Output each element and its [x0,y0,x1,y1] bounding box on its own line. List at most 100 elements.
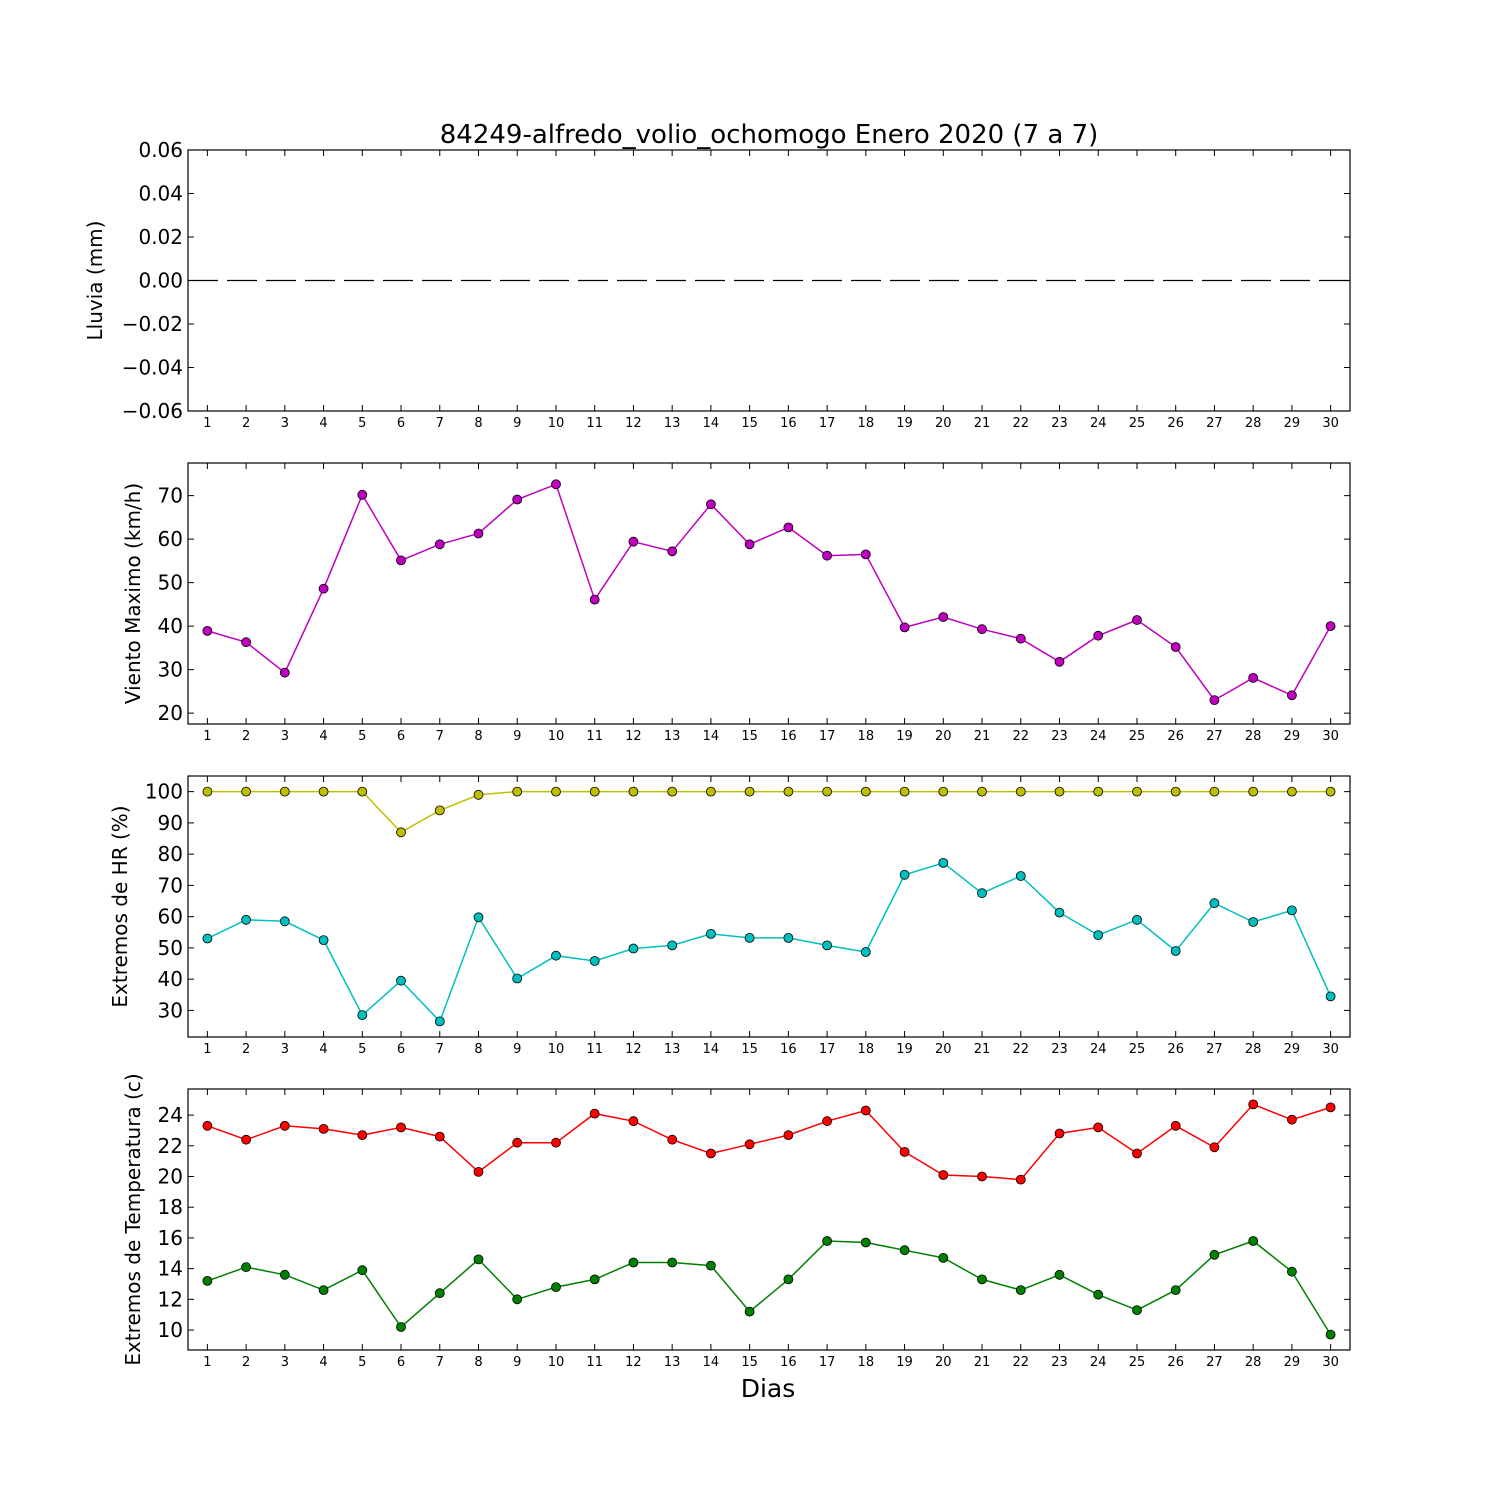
data-point [667,1257,678,1268]
x-tick-label: 15 [741,1042,758,1057]
data-point [1325,786,1336,797]
y-tick-label: 24 [158,1103,183,1127]
x-tick-label: 30 [1322,1042,1339,1057]
data-point [1325,991,1336,1002]
data-point [667,940,678,951]
x-tick-label: 8 [474,1042,482,1057]
data-point [434,1016,445,1027]
x-tick-label: 2 [242,416,250,431]
data-point [551,950,561,961]
data-point [1054,656,1065,667]
x-tick-label: 14 [703,1355,720,1370]
figure-title: 84249-alfredo_volio_ochomogo Enero 2020 … [440,120,1099,150]
data-point [551,1137,561,1148]
data-point [860,1237,871,1248]
x-tick-label: 12 [625,416,642,431]
x-tick-label: 7 [436,416,444,431]
data-point [396,1122,406,1133]
data-point [1287,1266,1297,1277]
data-point [1054,786,1065,797]
y-tick-label: 30 [158,998,183,1022]
x-tick-label: 26 [1167,416,1184,431]
x-tick-label: 28 [1245,416,1262,431]
x-tick-label: 16 [780,729,797,744]
x-tick-label: 7 [436,1042,444,1057]
x-tick-label: 18 [858,416,875,431]
x-tick-label: 3 [281,1042,289,1057]
data-point [551,1282,561,1292]
plot-frame [187,1088,1351,1351]
data-point [1132,615,1142,625]
x-tick-label: 17 [819,1042,836,1057]
x-tick-label: 19 [896,1042,913,1057]
x-tick-label: 30 [1322,729,1339,744]
data-point [551,479,561,490]
data-point [1054,1269,1065,1280]
data-point [1132,786,1142,797]
panels: −0.06−0.04−0.020.000.020.040.061 2 3 4 5 6 7 8 9… [83,138,1351,1370]
data-point [318,1124,329,1134]
data-point [1325,621,1336,631]
x-tick-label: 29 [1284,729,1301,744]
y-tick-label: 0.02 [138,225,183,249]
data-point [822,1236,832,1246]
data-point [357,489,368,500]
data-point [202,786,213,797]
data-point [1015,633,1026,644]
data-point [512,1294,523,1305]
data-point [977,1274,987,1285]
data-point [589,786,600,797]
x-tick-label: 21 [974,1355,991,1370]
data-point [279,786,290,797]
data-point [1248,917,1259,927]
data-point [977,888,987,899]
x-tick-label: 20 [935,1355,952,1370]
x-tick-label: 13 [664,729,681,744]
data-point [938,858,949,868]
series-line-1 [207,1103,1331,1181]
y-tick-label: 20 [158,1165,183,1189]
data-point [318,935,329,945]
x-tick-label: 24 [1090,1355,1107,1370]
data-point [783,786,794,797]
y-tick-label: 14 [158,1257,183,1281]
x-tick-label: 28 [1245,729,1262,744]
data-point [1287,1114,1297,1125]
series-line-1 [207,790,1331,834]
data-point [396,555,406,566]
data-point [1209,1249,1220,1260]
x-tick-label: 20 [935,416,952,431]
data-point [357,1010,368,1020]
y-tick-label: 0.06 [138,138,183,162]
data-point [899,622,910,633]
data-point [512,1137,523,1148]
data-point [512,494,523,505]
x-tick-label: 11 [586,416,603,431]
data-point [1248,786,1259,797]
y-tick-label: −0.04 [122,356,183,380]
data-point [744,786,755,797]
data-point [1170,946,1181,956]
data-point [1209,695,1220,705]
x-tick-label: 6 [397,1355,405,1370]
data-point [241,637,252,648]
x-tick-label: 26 [1167,1042,1184,1057]
x-tick-label: 8 [474,1355,482,1370]
x-tick-label: 4 [319,1042,327,1057]
data-point [860,1105,871,1116]
x-tick-label: 13 [664,416,681,431]
y-tick-label: 0.04 [138,182,183,206]
data-point [706,929,716,939]
x-tick-label: 9 [513,416,521,431]
data-point [241,1134,252,1145]
data-point [860,947,871,957]
x-tick-label: 29 [1284,1042,1301,1057]
x-tick-label: 27 [1206,729,1223,744]
data-point [1170,1120,1181,1131]
x-tick-label: 4 [319,729,327,744]
data-point [899,869,910,880]
x-tick-label: 13 [664,1355,681,1370]
data-point [1093,930,1104,940]
